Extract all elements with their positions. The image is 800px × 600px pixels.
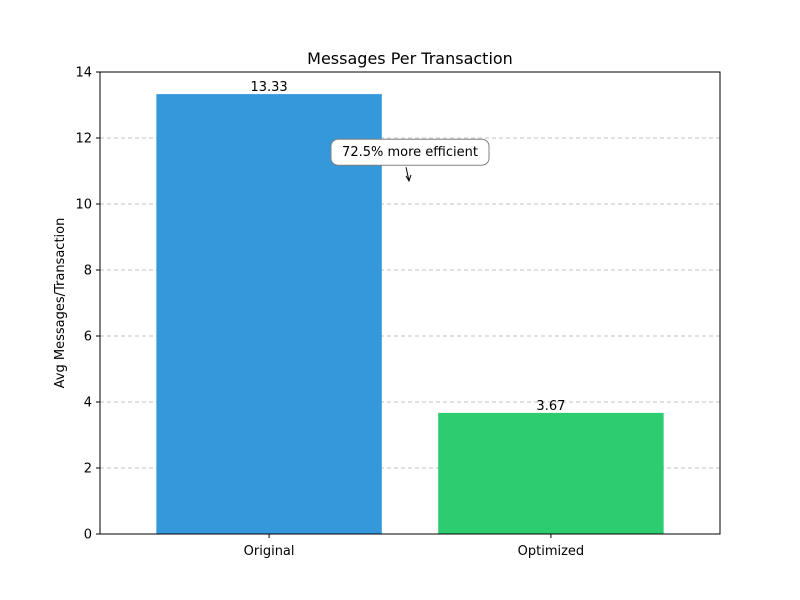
data-label: 3.67 [536,399,565,414]
x-tick-label: Original [244,544,295,559]
bar-original [156,94,382,535]
y-axis-ticks: 0 2 4 6 8 10 12 14 [75,66,100,543]
y-axis-label: Avg Messages/Transaction [53,218,68,389]
annotation-arrow [405,167,410,182]
x-axis-ticks: Original Optimized [244,534,585,559]
y-tick-label: 0 [84,528,92,543]
data-label: 13.33 [250,80,287,95]
y-tick-label: 12 [75,132,92,147]
annotation-text: 72.5% more efficient [342,145,478,160]
annotation-arrowhead [405,174,412,183]
chart-title: Messages Per Transaction [307,49,513,68]
y-tick-label: 6 [84,330,92,345]
y-tick-label: 2 [84,462,92,477]
annotation-box [330,138,490,166]
data-labels: 13.33 3.67 [250,80,565,414]
bars [156,94,664,535]
y-tick-label: 10 [75,198,92,213]
y-tick-label: 8 [84,264,92,279]
y-tick-label: 14 [75,66,92,81]
grid-lines [100,137,720,469]
plot-frame [99,71,721,535]
y-tick-label: 4 [84,396,92,411]
bar-optimized [438,412,664,534]
x-tick-label: Optimized [518,544,585,559]
annotation: 72.5% more efficient [330,138,490,183]
